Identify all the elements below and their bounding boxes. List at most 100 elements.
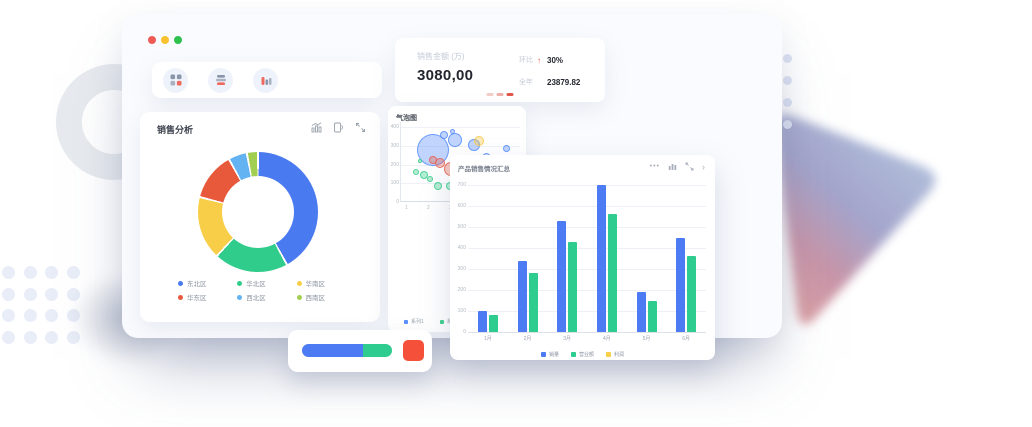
- bar[interactable]: [568, 241, 578, 332]
- legend-swatch: [570, 352, 576, 357]
- bubble-point[interactable]: [429, 156, 437, 164]
- legend-item[interactable]: 东北区: [178, 276, 237, 290]
- toolbar-card: [152, 62, 382, 98]
- bar-legend: 销量 营业额 利润: [450, 351, 715, 358]
- gridline: [468, 332, 706, 333]
- expand-icon[interactable]: [355, 122, 366, 133]
- gridline: [468, 206, 706, 207]
- legend-item[interactable]: 华北区: [237, 276, 296, 290]
- stop-button[interactable]: [403, 340, 424, 361]
- bar[interactable]: [607, 214, 617, 332]
- pager-dash[interactable]: [486, 93, 494, 96]
- stats-button[interactable]: [253, 67, 278, 93]
- legend-item[interactable]: 华东区: [178, 290, 237, 304]
- legend-item[interactable]: 华南区: [296, 276, 356, 290]
- legend-swatch: [606, 352, 611, 357]
- bar[interactable]: [647, 300, 657, 332]
- legend-label: 销量: [548, 352, 559, 358]
- traffic-light-close[interactable]: [148, 36, 156, 44]
- legend-item[interactable]: 系列1: [404, 318, 424, 325]
- donut-chart[interactable]: [198, 152, 318, 272]
- more-icon[interactable]: •••: [649, 162, 660, 170]
- legend-item[interactable]: 营业额: [570, 351, 594, 358]
- card-title: 销售分析: [157, 125, 194, 135]
- legend-label: 系列1: [411, 319, 424, 325]
- gridline: [468, 269, 706, 270]
- y-tick-label: 400: [457, 245, 466, 251]
- apps-grid-button[interactable]: [163, 67, 188, 93]
- kpi-label: 销售金额 (万): [417, 52, 465, 61]
- y-tick-label: 300: [390, 142, 399, 149]
- y-tick-label: 0: [463, 329, 466, 335]
- bar[interactable]: [687, 256, 697, 332]
- bar[interactable]: [517, 260, 527, 332]
- bubble-point[interactable]: [420, 171, 428, 179]
- apps-grid-icon: [170, 74, 181, 86]
- bubble-point[interactable]: [434, 182, 442, 190]
- x-tick-label: 2: [427, 205, 430, 211]
- legend-label: 华南区: [305, 281, 326, 288]
- chevron-right-icon[interactable]: ›: [702, 161, 705, 172]
- bar[interactable]: [596, 185, 606, 332]
- pager-dash[interactable]: [506, 93, 514, 96]
- bar-group: [517, 260, 538, 332]
- gridline: [468, 185, 706, 186]
- bubble-point[interactable]: [502, 144, 510, 152]
- card-title: 产品销售情况汇总: [458, 166, 510, 173]
- legend-item[interactable]: 西南区: [296, 290, 356, 304]
- pager-dash[interactable]: [496, 93, 504, 96]
- sales-analysis-card: 销售分析 东北区 华北区 华南区华东区 西北区 西南区: [140, 112, 380, 322]
- bubble-point[interactable]: [448, 133, 462, 147]
- bar[interactable]: [477, 311, 487, 332]
- y-tick-label: 100: [390, 180, 399, 187]
- device-rotate-icon[interactable]: [333, 122, 344, 133]
- x-tick-label: 3月: [563, 336, 572, 342]
- progress-segment: [363, 344, 392, 357]
- bubble-point[interactable]: [418, 159, 422, 163]
- bar-group: [477, 311, 498, 332]
- progress-bar[interactable]: [302, 344, 392, 357]
- bubble-point[interactable]: [474, 136, 484, 146]
- legend-item[interactable]: 利润: [606, 351, 624, 358]
- carousel-pager[interactable]: [486, 93, 514, 96]
- bubble-point[interactable]: [449, 128, 455, 134]
- kpi-card: 销售金额 (万) 3080,00 环比 ↑ 30% 全年 23879.82: [395, 38, 605, 102]
- y-tick-label: 300: [457, 266, 466, 272]
- bar-group: [557, 220, 578, 332]
- gridline: [468, 248, 706, 249]
- legend-label: 西南区: [305, 295, 326, 302]
- layers-button[interactable]: [208, 67, 233, 93]
- bar-group: [596, 185, 617, 332]
- bar-line-chart-icon[interactable]: [311, 122, 322, 133]
- expand-icon[interactable]: [685, 162, 694, 171]
- bar-group: [636, 292, 657, 332]
- bar-plot[interactable]: 700 600 500 400 300 200 100 0 1月 2月 3月 4月 5月 6月: [458, 182, 706, 342]
- bar-chart-card: 产品销售情况汇总 ••• › 700 600 500 400 300 200 100 0 1月 2…: [450, 155, 715, 360]
- kpi-metric-row: 环比 ↑ 30%: [519, 54, 580, 66]
- legend-item[interactable]: 销量: [540, 351, 559, 358]
- stats-icon: [261, 77, 271, 85]
- bubble-point[interactable]: [413, 169, 419, 175]
- bar[interactable]: [676, 237, 686, 332]
- kpi-metric-label: 环比: [519, 57, 533, 64]
- legend-swatch: [540, 352, 546, 357]
- bar[interactable]: [557, 220, 567, 332]
- dots-column-decoration: [783, 54, 793, 138]
- bar[interactable]: [488, 315, 498, 332]
- gridline: [468, 290, 706, 291]
- traffic-light-maximize[interactable]: [174, 36, 182, 44]
- bar[interactable]: [528, 273, 538, 332]
- traffic-light-minimize[interactable]: [161, 36, 169, 44]
- legend-label: 华东区: [187, 295, 207, 302]
- bubble-point[interactable]: [427, 176, 433, 182]
- bar-chart-icon[interactable]: [668, 162, 677, 171]
- legend-dot: [296, 280, 302, 286]
- legend-item[interactable]: 西北区: [237, 290, 296, 304]
- bubble-point[interactable]: [440, 131, 448, 139]
- bar[interactable]: [636, 292, 646, 332]
- y-tick-label: 500: [457, 224, 466, 230]
- gridline: [468, 227, 706, 228]
- legend-swatch: [404, 319, 408, 324]
- legend-label: 营业额: [578, 352, 594, 358]
- gridline: [401, 127, 520, 128]
